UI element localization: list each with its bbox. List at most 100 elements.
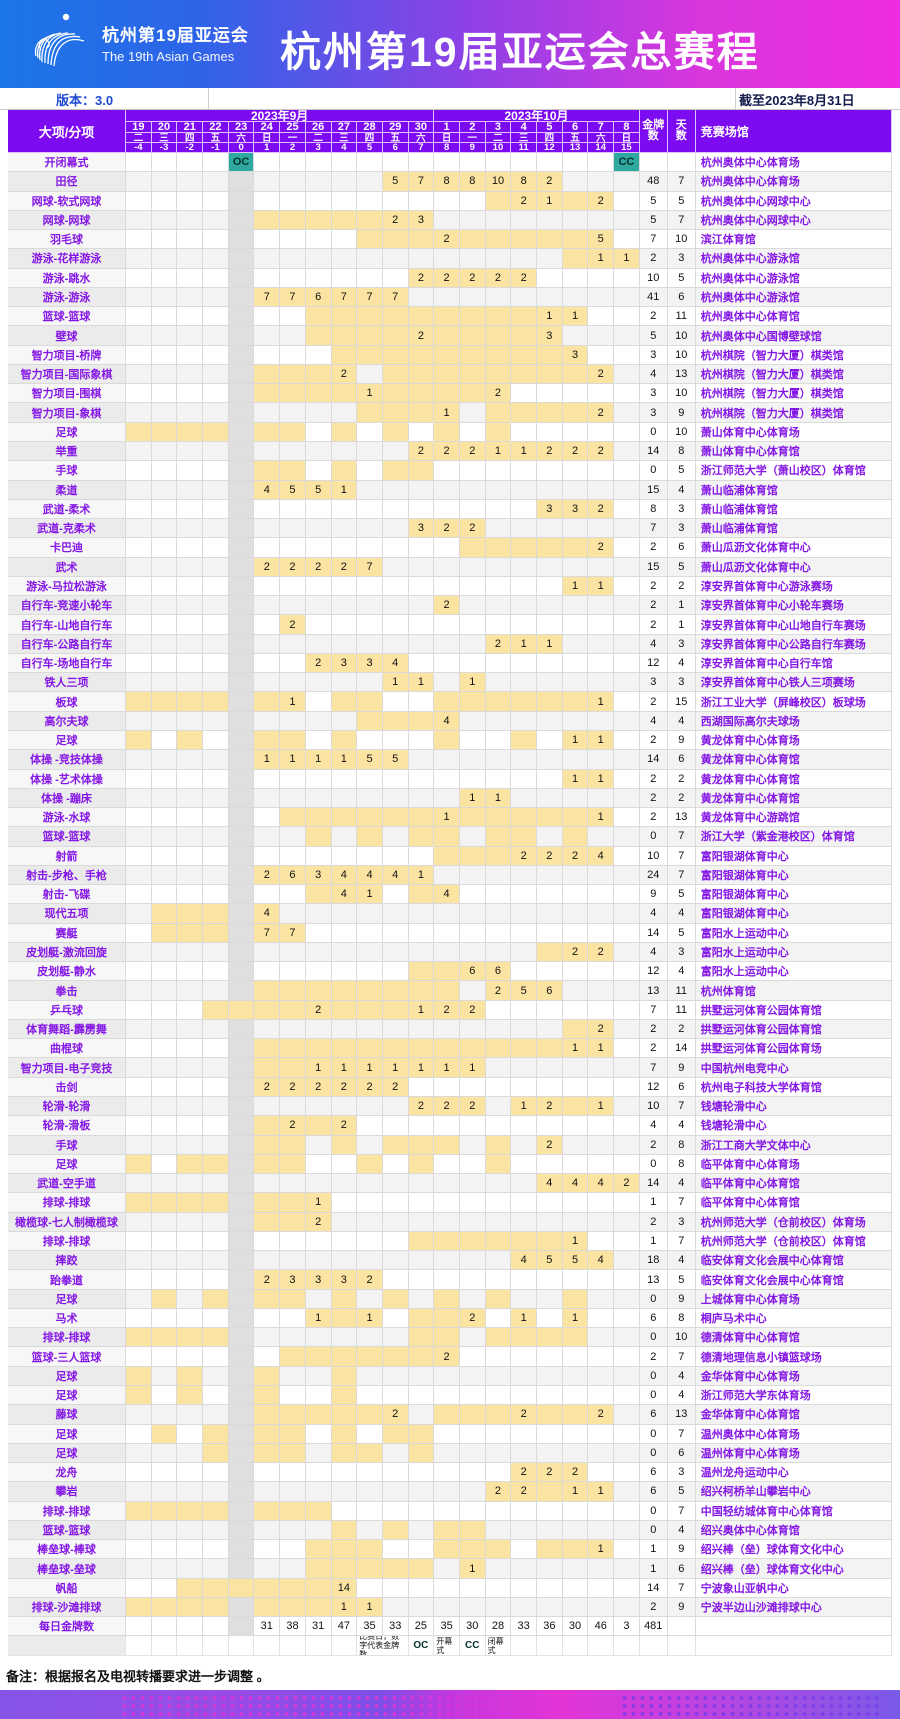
match-day-cell: 2 <box>434 1000 460 1020</box>
schedule-cell <box>588 1270 615 1290</box>
schedule-cell <box>511 249 537 269</box>
sport-name: 射箭 <box>8 846 126 866</box>
schedule-cell <box>151 596 178 616</box>
schedule-cell <box>254 1174 281 1194</box>
match-day-cell <box>305 364 332 385</box>
schedule-cell <box>228 904 255 924</box>
schedule-cell <box>331 1501 358 1521</box>
match-day-cell: 1 <box>588 769 615 789</box>
schedule-cell <box>382 1597 409 1618</box>
schedule-cell <box>614 557 640 577</box>
schedule-cell <box>588 1116 615 1136</box>
schedule-cell <box>511 1116 537 1136</box>
schedule-cell <box>408 1212 435 1232</box>
gold-count: 1 <box>639 1193 668 1213</box>
match-day-cell <box>459 846 486 866</box>
schedule-cell <box>331 172 358 192</box>
schedule-cell <box>177 596 204 616</box>
gold-count: 1 <box>639 1559 668 1579</box>
schedule-cell <box>228 1366 255 1386</box>
schedule-cell <box>511 1366 537 1386</box>
venue-name: 杭州体育馆 <box>695 981 892 1001</box>
schedule-cell <box>203 576 229 597</box>
schedule-cell <box>537 1578 563 1598</box>
schedule-cell <box>126 210 152 231</box>
match-day-cell <box>357 1154 383 1175</box>
match-day-cell: 3 <box>408 210 435 231</box>
venue-name: 拱墅运河体育公园体育馆 <box>695 1019 892 1040</box>
schedule-cell <box>331 441 358 462</box>
schedule-cell <box>203 1174 229 1194</box>
match-day-cell <box>382 461 409 481</box>
schedule-cell <box>588 634 615 654</box>
table-row: 射击-飞碟 4 1 4 9 5 富阳银湖体育中心 <box>8 885 892 905</box>
sport-name: 体操 -竞技体操 <box>8 750 126 770</box>
schedule-cell <box>459 422 486 442</box>
match-day-cell <box>434 345 460 365</box>
match-day-cell: 1 <box>331 1058 358 1078</box>
schedule-cell <box>588 711 615 731</box>
schedule-cell <box>151 1347 178 1367</box>
venue-name: 杭州师范大学（仓前校区）体育场 <box>695 1212 892 1232</box>
schedule-cell <box>151 769 178 789</box>
match-day-cell <box>280 730 306 751</box>
schedule-cell <box>459 1251 486 1271</box>
match-day-cell: 2 <box>434 1097 460 1117</box>
schedule-cell <box>177 1000 204 1020</box>
schedule-cell <box>280 1520 306 1541</box>
schedule-cell <box>305 1424 332 1444</box>
sport-name: 卡巴迪 <box>8 538 126 558</box>
gold-count: 2 <box>639 307 668 327</box>
schedule-cell <box>614 1289 640 1309</box>
match-day-cell <box>434 1135 460 1155</box>
venue-name: 黄龙体育中心体育馆 <box>695 769 892 789</box>
gold-count: 0 <box>639 1289 668 1309</box>
schedule-cell <box>408 1501 435 1521</box>
schedule-cell <box>382 1154 409 1175</box>
schedule-cell <box>459 1597 486 1618</box>
match-day-cell: 2 <box>434 1347 460 1367</box>
match-day-cell <box>177 1386 204 1406</box>
schedule-cell <box>305 692 332 712</box>
schedule-cell <box>151 576 178 597</box>
table-row: 篮球-篮球 1 1 2 11 杭州奥体中心体育馆 <box>8 307 892 327</box>
match-day-cell <box>434 1308 460 1329</box>
table-row: 武术 2 2 2 2 7 15 5 萧山瓜沥文化体育中心 <box>8 557 892 577</box>
match-day-cell <box>562 692 589 712</box>
schedule-cell <box>537 1289 563 1309</box>
match-day-cell: 2 <box>331 1077 358 1098</box>
schedule-cell <box>331 1212 358 1232</box>
schedule-cell <box>305 153 332 173</box>
schedule-cell <box>562 1000 589 1020</box>
schedule-cell <box>151 538 178 558</box>
schedule-cell <box>305 230 332 250</box>
match-day-cell <box>459 326 486 346</box>
schedule-cell <box>254 962 281 982</box>
match-day-cell <box>537 1328 563 1348</box>
schedule-cell <box>331 962 358 982</box>
schedule-cell <box>485 576 512 597</box>
venue-name: 富阳银湖体育中心 <box>695 904 892 924</box>
sport-name: 射击-步枪、手枪 <box>8 865 126 886</box>
schedule-cell <box>280 268 306 288</box>
schedule-cell <box>254 942 281 963</box>
match-day-cell <box>203 1289 229 1309</box>
match-day-cell: 2 <box>459 1000 486 1020</box>
day-count: 3 <box>667 634 696 654</box>
gold-count: 7 <box>639 1058 668 1078</box>
schedule-cell <box>459 210 486 231</box>
match-day-cell: 5 <box>382 750 409 770</box>
match-day-cell: 2 <box>331 557 358 577</box>
venue-name: 淳安界首体育中心小轮车赛场 <box>695 596 892 616</box>
schedule-cell <box>382 1482 409 1502</box>
match-day-cell <box>331 1366 358 1386</box>
schedule-cell <box>459 615 486 635</box>
schedule-cell <box>280 1308 306 1329</box>
schedule-cell <box>177 788 204 809</box>
match-day-cell: 4 <box>588 846 615 866</box>
match-day-cell: 2 <box>485 981 512 1001</box>
schedule-cell <box>228 1077 255 1098</box>
day-count: 8 <box>667 441 696 462</box>
schedule-cell <box>614 711 640 731</box>
schedule-cell <box>126 230 152 250</box>
